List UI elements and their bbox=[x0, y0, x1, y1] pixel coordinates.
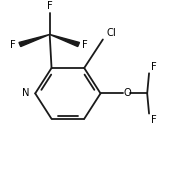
Text: N: N bbox=[22, 88, 30, 98]
Polygon shape bbox=[19, 34, 50, 47]
Text: Cl: Cl bbox=[107, 28, 116, 38]
Polygon shape bbox=[50, 34, 80, 46]
Text: F: F bbox=[47, 1, 53, 11]
Text: F: F bbox=[10, 40, 16, 49]
Text: F: F bbox=[151, 115, 157, 125]
Text: F: F bbox=[151, 62, 157, 72]
Text: O: O bbox=[124, 88, 132, 98]
Text: F: F bbox=[82, 40, 88, 49]
